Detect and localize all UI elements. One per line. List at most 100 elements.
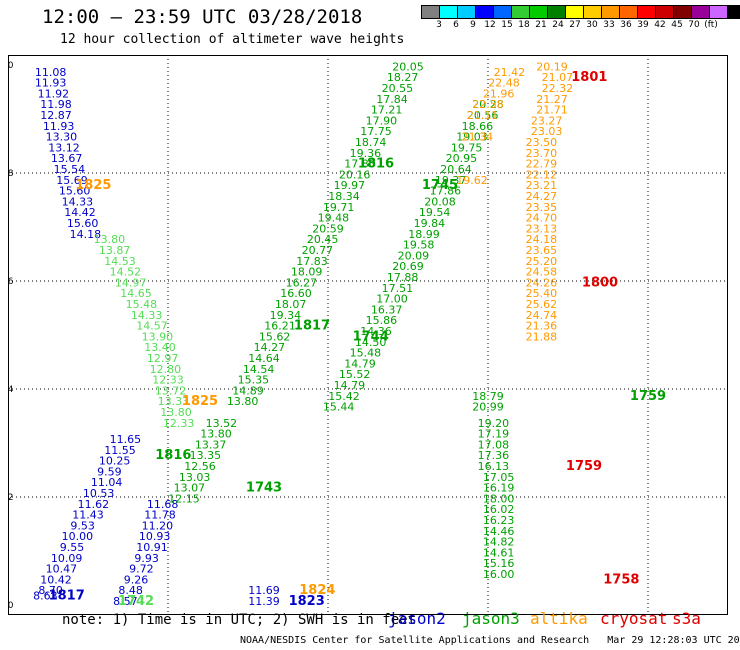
pass-time-label: 1759 (566, 459, 602, 474)
wave-height-value: 21.96 (483, 87, 515, 100)
wave-height-value: 9.72 (129, 563, 154, 576)
wave-height-value: 20.08 (424, 195, 456, 208)
legend-swatch (727, 5, 740, 19)
wave-height-value: 20.09 (398, 249, 430, 262)
wave-height-value: 20.77 (302, 244, 334, 257)
wave-height-value: 20.56 (467, 109, 499, 122)
lat-tick-label: 38 (8, 169, 14, 179)
wave-height-value: 23.13 (526, 222, 558, 235)
legend-swatch (673, 5, 692, 19)
wave-height-value: 20.19 (536, 60, 568, 73)
wave-height-value: 12.56 (184, 460, 216, 473)
wave-height-value: 15.52 (339, 368, 371, 381)
wave-height-value: 23.65 (526, 244, 558, 257)
wave-height-value: 14.64 (248, 352, 280, 365)
wave-height-value: 19.62 (456, 174, 488, 187)
wave-height-value: 20.16 (339, 168, 371, 181)
wave-height-value: 15.48 (350, 347, 382, 360)
wave-height-value: 8.57 (113, 595, 138, 608)
wave-height-value: 13.87 (99, 244, 131, 257)
legend-swatch (709, 5, 728, 19)
legend-swatch (565, 5, 584, 19)
wave-height-value: 17.08 (478, 438, 510, 451)
wave-height-value: 11.55 (104, 444, 136, 457)
wave-height-value: 15.62 (259, 330, 291, 343)
wave-height-value: 10.91 (136, 541, 168, 554)
wave-height-value: 12.33 (152, 374, 184, 387)
wave-height-value: 17.05 (483, 471, 515, 484)
wave-height-value: 10.00 (62, 530, 94, 543)
wave-height-value: 23.35 (526, 201, 558, 214)
wave-height-value: 16.19 (483, 482, 515, 495)
wave-height-value: 11.39 (248, 595, 280, 608)
satellite-label-jason3: jason3 (462, 609, 520, 628)
wave-height-value: 12.97 (147, 352, 179, 365)
wave-height-value: 19.03 (456, 131, 488, 144)
wave-height-value: 15.69 (56, 174, 88, 187)
wave-height-value: 16.60 (280, 287, 312, 300)
wave-height-value: 11.93 (35, 77, 67, 90)
wave-height-value: 23.21 (526, 179, 558, 192)
pass-time-label: 1823 (289, 594, 325, 609)
wave-height-value: 15.86 (366, 314, 398, 327)
wave-height-value: 14.54 (243, 363, 275, 376)
wave-height-value: 10.42 (40, 573, 72, 586)
pass-time-label: 1816 (155, 448, 191, 463)
wave-height-value: 13.40 (144, 341, 176, 354)
wave-height-value: 14.53 (104, 255, 136, 268)
wave-height-value: 13.72 (155, 384, 187, 397)
wave-height-value: 14.61 (483, 546, 515, 559)
wave-height-value: 16.21 (264, 320, 296, 333)
wave-height-value: 22.48 (488, 77, 520, 90)
wave-height-value: 21.36 (526, 320, 558, 333)
pass-time-label: 1759 (630, 389, 666, 404)
legend-label: 33 (603, 20, 615, 30)
lat-tick-label: 32 (8, 493, 13, 503)
wave-height-value: 15.35 (238, 374, 270, 387)
legend-labels: 3 6 9 12 15 18 21 24 27 30 33 36 39 42 45 70 (ft) (421, 19, 740, 33)
wave-height-value: 13.80 (94, 233, 126, 246)
wave-height-value: 25.40 (526, 287, 558, 300)
wave-height-value: 9.59 (97, 465, 122, 478)
legend-label: 42 (654, 20, 666, 30)
wave-height-value: 17.88 (387, 271, 419, 284)
wave-height-value: 19.58 (403, 239, 435, 252)
wave-height-value: 19.97 (334, 179, 366, 192)
legend-label: 9 (470, 20, 476, 30)
wave-height-value: 22.12 (526, 168, 558, 181)
wave-height-value: 15.60 (59, 185, 91, 198)
wave-height-value: 15.60 (67, 217, 99, 230)
wave-height-value: 13.12 (48, 141, 80, 154)
wave-height-value: 13.80 (227, 395, 259, 408)
wave-height-value: 16.27 (286, 276, 318, 289)
wave-height-value: 14.57 (136, 320, 168, 333)
wave-height-value: 14.36 (360, 325, 392, 338)
wave-height-value: 13.37 (195, 438, 227, 451)
wave-height-value: 8.48 (118, 584, 143, 597)
wave-height-value: 19.75 (451, 141, 483, 154)
legend-swatch (529, 5, 548, 19)
wave-height-value: 13.07 (174, 482, 206, 495)
wave-height-value: 15.42 (328, 390, 360, 403)
wave-height-value: 13.67 (51, 152, 83, 165)
legend-swatch (421, 5, 440, 19)
wave-height-value: 18.07 (275, 298, 307, 311)
wave-height-value: 21.11 (467, 109, 499, 122)
wave-height-value: 11.65 (110, 433, 142, 446)
wave-height-value: 10.47 (46, 563, 78, 576)
legend-swatch (619, 5, 638, 19)
wave-height-value: 19.37 (435, 174, 467, 187)
map-border (8, 55, 728, 615)
wave-height-value: 8.63 (33, 590, 58, 603)
wave-height-value: 18.09 (291, 266, 323, 279)
pass-time-label: 1801 (571, 70, 607, 85)
pass-time-label: 1742 (118, 594, 154, 609)
legend-swatch (511, 5, 530, 19)
legend-label: 70 (688, 20, 700, 30)
wave-height-value: 18.00 (483, 492, 515, 505)
wave-height-value: 18.66 (462, 120, 494, 133)
wave-height-value: 10.53 (83, 487, 115, 500)
wave-height-value: 24.18 (526, 233, 558, 246)
lat-tick-label: 34 (8, 385, 14, 395)
legend-label: 18 (518, 20, 530, 30)
